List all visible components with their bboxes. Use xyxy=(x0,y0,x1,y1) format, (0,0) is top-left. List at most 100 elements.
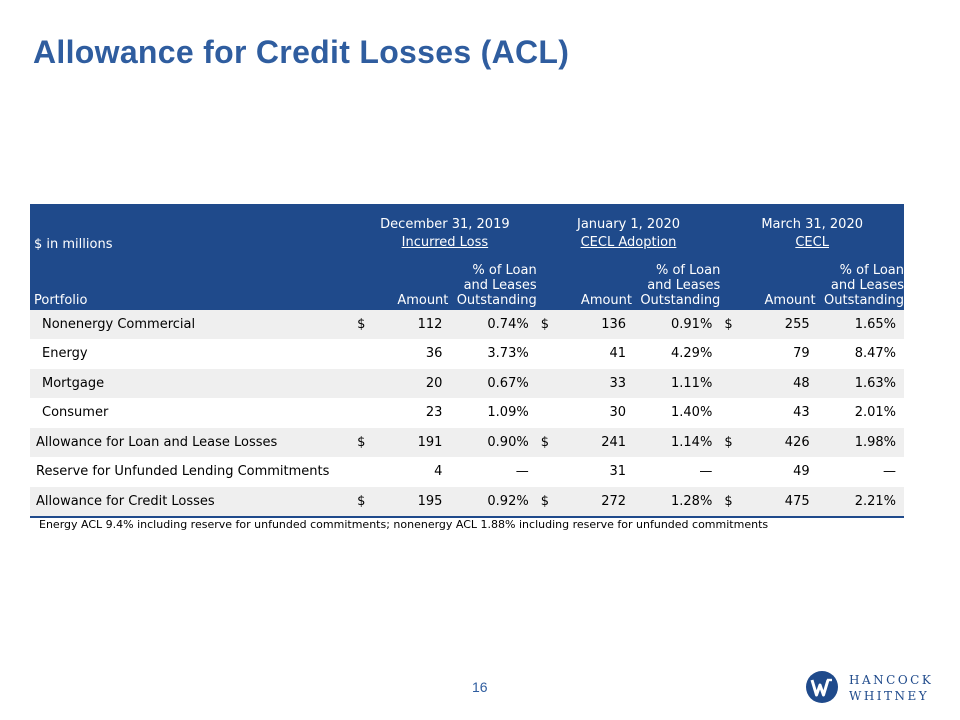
pct-cell: 8.47% xyxy=(815,339,904,369)
acl-table-container: $ in millions December 31, 2019 Incurred… xyxy=(30,204,904,518)
logo-line: HANCOCK xyxy=(849,673,934,687)
amount-cell: 426 xyxy=(742,427,816,458)
group-basis: Incurred Loss xyxy=(401,235,489,250)
amount-cell: 49 xyxy=(742,457,816,487)
dollar-sign: $ xyxy=(353,427,376,458)
pct-header-line: % of Loan xyxy=(472,263,537,278)
dollar-sign xyxy=(353,339,376,369)
table-row: Allowance for Credit Losses $ 195 0.92% … xyxy=(30,486,904,518)
pct-cell: 0.67% xyxy=(448,368,537,399)
amount-cell: 112 xyxy=(375,310,449,340)
pct-cell: 1.09% xyxy=(448,398,537,428)
hancock-whitney-logo: HANCOCK WHITNEY xyxy=(805,668,935,708)
pct-header: % of Loan and Leases Outstanding xyxy=(448,256,537,310)
group-date: March 31, 2020 xyxy=(761,217,863,232)
group-header-dec-2019: December 31, 2019 Incurred Loss xyxy=(353,204,537,256)
pct-header-line: % of Loan xyxy=(839,263,904,278)
dollar-sign: $ xyxy=(720,486,743,518)
amount-cell: 136 xyxy=(558,310,633,340)
amount-cell: 30 xyxy=(558,398,633,428)
dollar-sign xyxy=(720,339,743,369)
page-title: Allowance for Credit Losses (ACL) xyxy=(33,34,570,70)
pct-header-line: Outstanding xyxy=(456,293,537,308)
table-header-row-groups: $ in millions December 31, 2019 Incurred… xyxy=(30,204,904,256)
amount-cell: 43 xyxy=(742,398,816,428)
dollar-sign xyxy=(720,457,743,487)
dollar-sign: $ xyxy=(536,427,559,458)
amount-cell: 48 xyxy=(742,368,816,399)
dollar-sign: $ xyxy=(536,486,559,518)
dollar-sign: $ xyxy=(536,310,559,340)
pct-cell: 1.98% xyxy=(815,427,904,458)
pct-cell: 0.90% xyxy=(448,427,537,458)
page-number: 16 xyxy=(472,679,488,695)
pct-cell: 1.40% xyxy=(632,398,721,428)
pct-cell: 0.91% xyxy=(632,310,721,340)
pct-header-line: Outstanding xyxy=(824,293,904,308)
pct-cell: 1.63% xyxy=(815,368,904,399)
group-header-mar-2020: March 31, 2020 CECL xyxy=(720,204,904,256)
amount-cell: 241 xyxy=(558,427,633,458)
pct-cell: 2.01% xyxy=(815,398,904,428)
pct-header-line: and Leases xyxy=(463,278,537,293)
row-label: Mortgage xyxy=(30,368,354,399)
amount-cell: 36 xyxy=(375,339,449,369)
dollar-sign xyxy=(353,457,376,487)
dollar-sign: $ xyxy=(720,310,743,340)
dollar-sign xyxy=(720,398,743,428)
pct-cell: 1.14% xyxy=(632,427,721,458)
pct-cell: 4.29% xyxy=(632,339,721,369)
group-basis: CECL xyxy=(795,235,829,250)
pct-header: % of Loan and Leases Outstanding xyxy=(815,256,904,310)
amount-header: Amount xyxy=(353,256,449,310)
pct-cell: 2.21% xyxy=(815,486,904,518)
amount-header: Amount xyxy=(536,256,633,310)
footnote: Energy ACL 9.4% including reserve for un… xyxy=(39,518,769,531)
amount-cell: 79 xyxy=(742,339,816,369)
row-label: Consumer xyxy=(30,398,354,428)
amount-cell: 195 xyxy=(375,486,449,518)
amount-cell: 272 xyxy=(558,486,633,518)
amount-header: Amount xyxy=(720,256,816,310)
dollar-sign: $ xyxy=(353,486,376,518)
units-label: $ in millions xyxy=(30,204,354,256)
dollar-sign: $ xyxy=(720,427,743,458)
dollar-sign xyxy=(353,398,376,428)
row-label: Nonenergy Commercial xyxy=(30,310,354,340)
amount-cell: 33 xyxy=(558,368,633,399)
row-label: Reserve for Unfunded Lending Commitments xyxy=(30,457,354,487)
table-row: Nonenergy Commercial $ 112 0.74% $ 136 0… xyxy=(30,310,904,340)
pct-cell: 1.11% xyxy=(632,368,721,399)
pct-header-line: Outstanding xyxy=(640,293,721,308)
group-date: December 31, 2019 xyxy=(380,217,510,232)
amount-header-label: Amount xyxy=(764,293,816,308)
amount-cell: 475 xyxy=(742,486,816,518)
dollar-sign xyxy=(536,339,559,369)
amount-cell: 41 xyxy=(558,339,633,369)
pct-header: % of Loan and Leases Outstanding xyxy=(632,256,721,310)
group-date: January 1, 2020 xyxy=(576,217,681,232)
amount-cell: 191 xyxy=(375,427,449,458)
logo-line: WHITNEY xyxy=(849,689,930,703)
group-header-jan-2020: January 1, 2020 CECL Adoption xyxy=(536,204,721,256)
pct-header-line: % of Loan xyxy=(655,263,721,278)
amount-cell: 20 xyxy=(375,368,449,399)
pct-cell: — xyxy=(632,457,721,487)
row-label: Allowance for Loan and Lease Losses xyxy=(30,427,354,458)
hancock-whitney-logo-mark-icon xyxy=(806,671,838,703)
pct-cell: 1.65% xyxy=(815,310,904,340)
dollar-sign xyxy=(536,457,559,487)
amount-cell: 255 xyxy=(742,310,816,340)
pct-cell: — xyxy=(815,457,904,487)
table-row: Allowance for Loan and Lease Losses $ 19… xyxy=(30,427,904,458)
amount-cell: 4 xyxy=(375,457,449,487)
dollar-sign xyxy=(536,368,559,399)
pct-cell: 3.73% xyxy=(448,339,537,369)
amount-cell: 23 xyxy=(375,398,449,428)
table-header-row-columns: Portfolio Amount % of Loan and Leases Ou… xyxy=(30,256,904,310)
pct-header-line: and Leases xyxy=(647,278,721,293)
table-row: Mortgage 20 0.67% 33 1.11% 48 1.63% xyxy=(30,368,904,399)
dollar-sign xyxy=(720,368,743,399)
table-row: Energy 36 3.73% 41 4.29% 79 8.47% xyxy=(30,339,904,369)
dollar-sign xyxy=(353,368,376,399)
